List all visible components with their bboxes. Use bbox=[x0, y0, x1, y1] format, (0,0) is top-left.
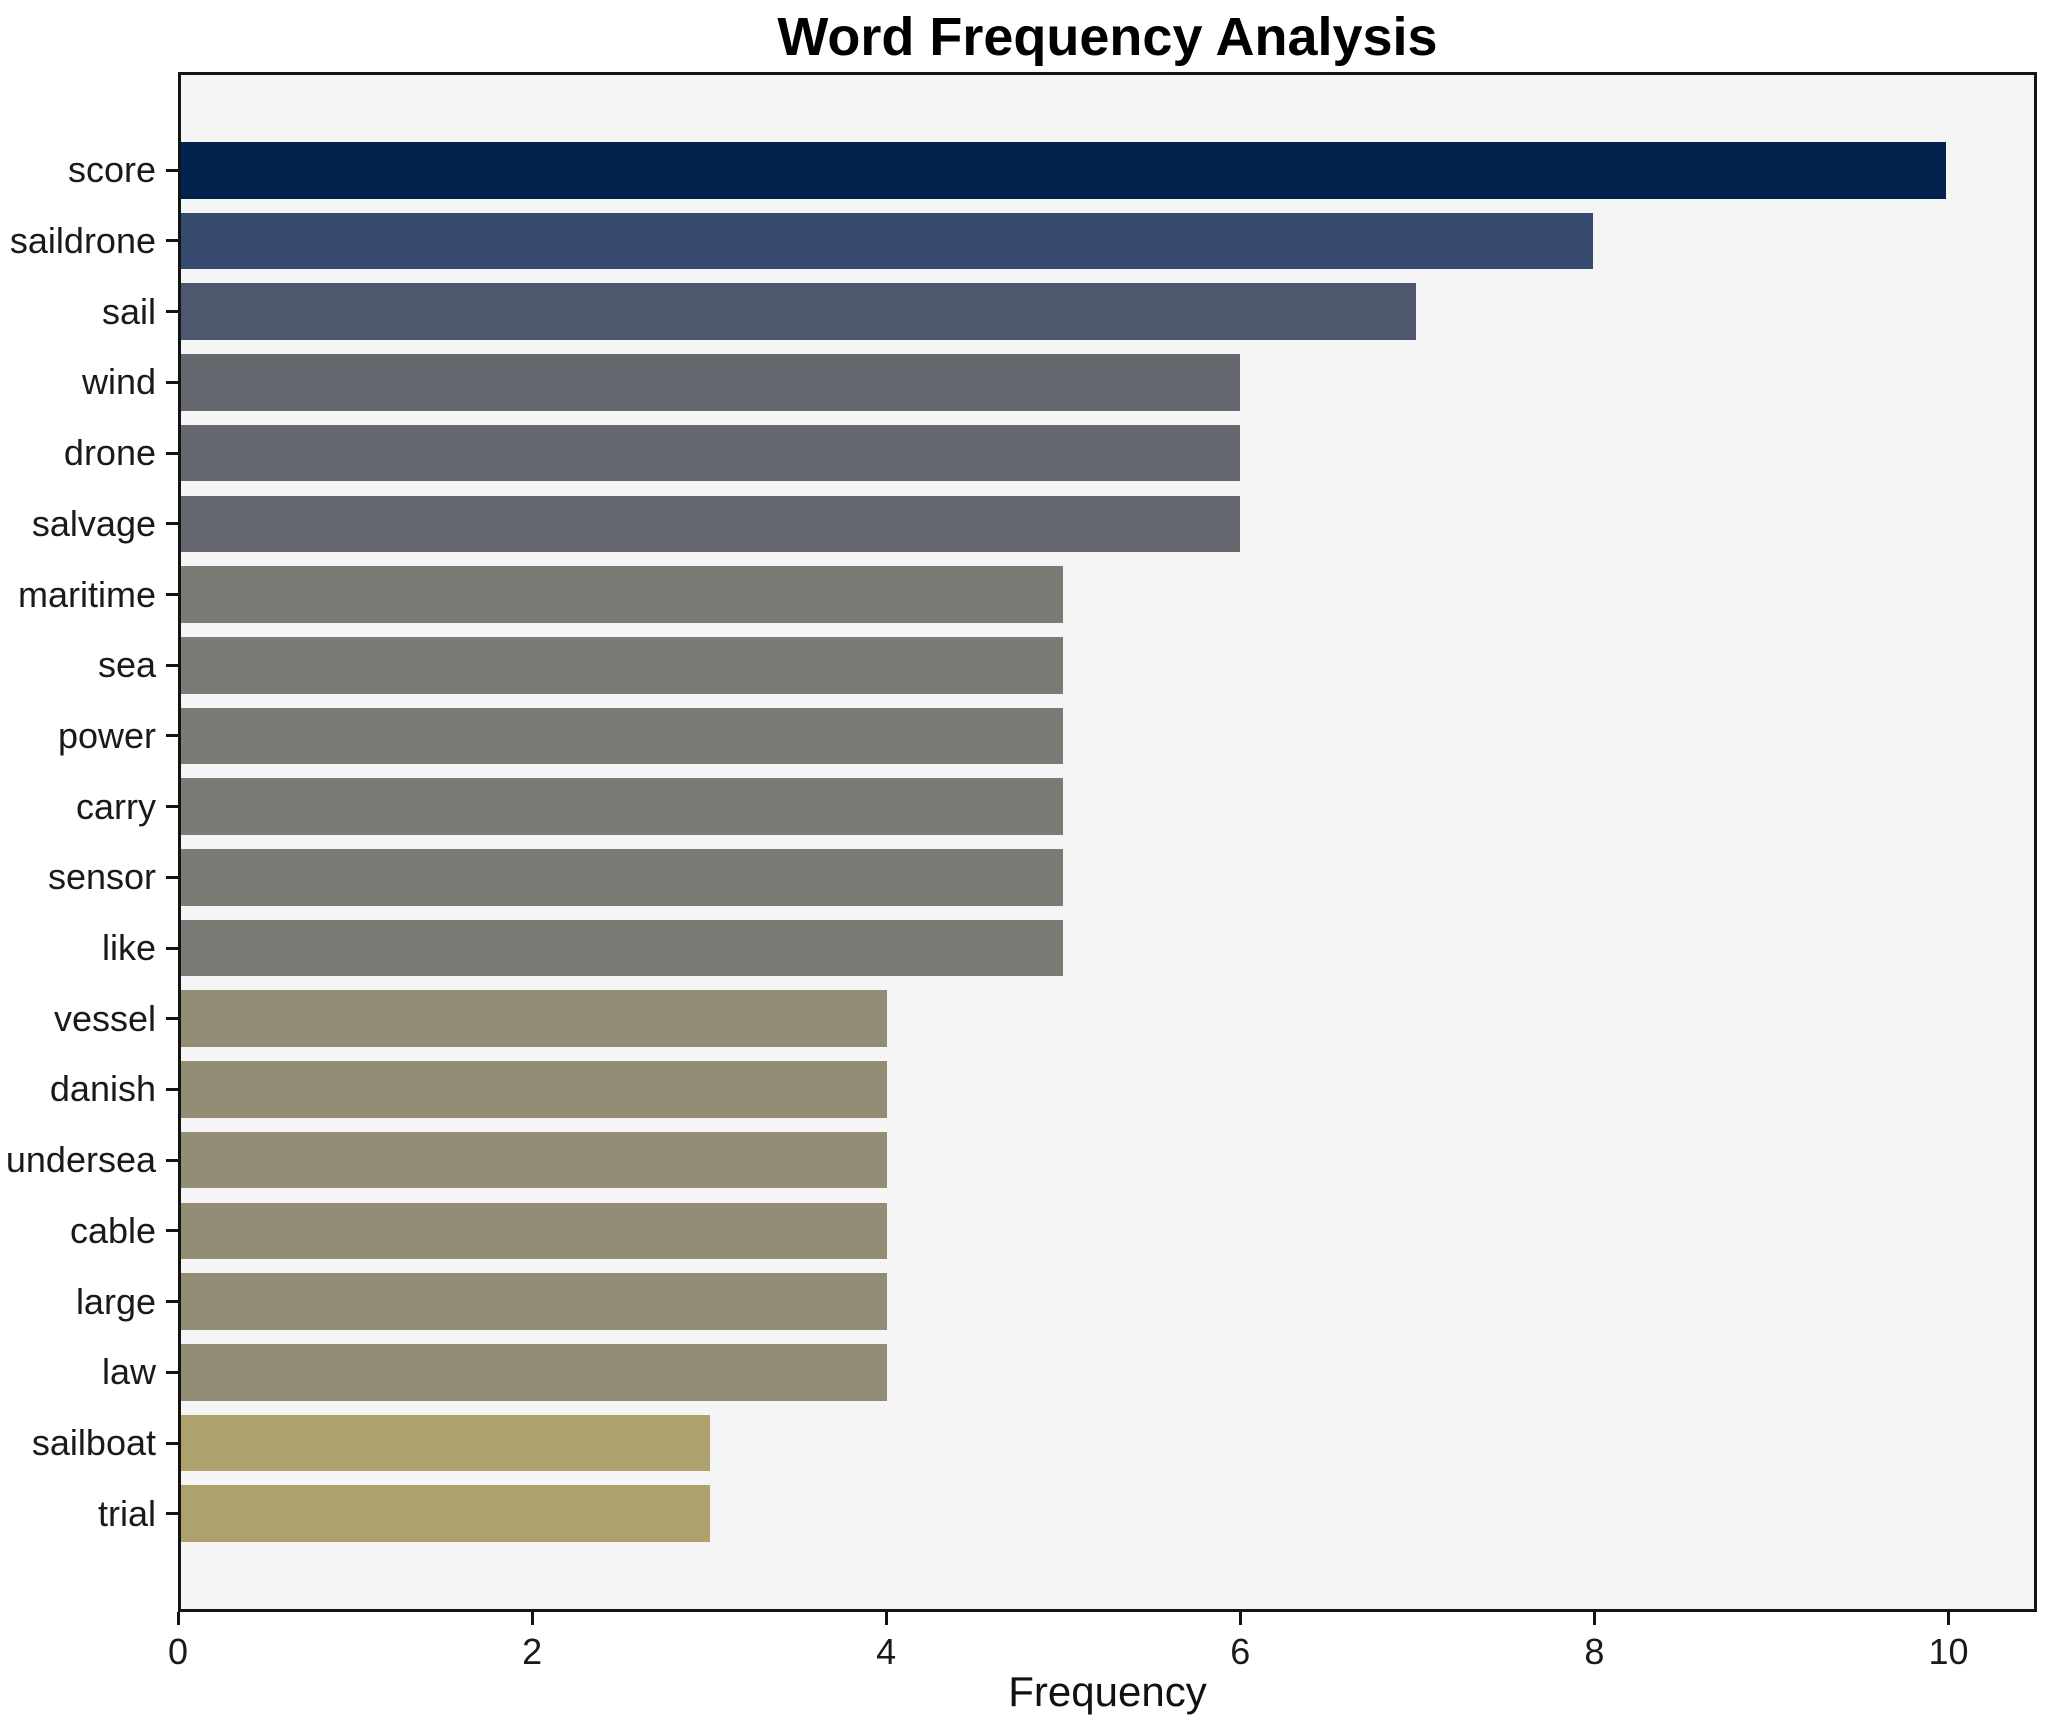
bar-danish bbox=[181, 1061, 887, 1118]
y-tick-label-drone: drone bbox=[63, 432, 156, 474]
chart-title: Word Frequency Analysis bbox=[777, 7, 1438, 67]
bar-undersea bbox=[181, 1131, 887, 1189]
y-tick-mark bbox=[166, 1512, 178, 1516]
y-tick-mark bbox=[166, 168, 178, 172]
y-tick-label-carry: carry bbox=[76, 785, 156, 827]
y-tick-mark bbox=[166, 734, 178, 738]
y-tick-label-power: power bbox=[57, 714, 156, 756]
x-tick-label-4: 4 bbox=[876, 1631, 897, 1672]
y-tick-label-sea: sea bbox=[97, 644, 156, 686]
y-tick-label-saildrone: saildrone bbox=[9, 219, 156, 261]
y-tick-mark bbox=[166, 1441, 178, 1445]
y-tick-mark bbox=[166, 239, 178, 243]
bar-sailboat bbox=[181, 1414, 711, 1472]
x-tick-label-8: 8 bbox=[1584, 1631, 1605, 1672]
y-tick-label-salvage: salvage bbox=[31, 502, 156, 544]
y-tick-mark bbox=[166, 663, 178, 667]
x-tick-mark bbox=[884, 1612, 888, 1625]
x-tick-mark bbox=[530, 1612, 534, 1625]
y-tick-mark bbox=[166, 522, 178, 526]
bar-salvage bbox=[181, 495, 1240, 553]
x-axis-label: Frequency bbox=[1008, 1668, 1207, 1715]
x-tick-mark bbox=[1592, 1612, 1596, 1625]
x-tick-mark bbox=[1238, 1612, 1242, 1625]
y-tick-mark bbox=[166, 1370, 178, 1374]
bar-trial bbox=[181, 1485, 711, 1542]
bar-score bbox=[181, 142, 1946, 199]
y-tick-label-maritime: maritime bbox=[17, 573, 156, 615]
x-tick-label-10: 10 bbox=[1928, 1631, 1969, 1672]
bar-wind bbox=[181, 354, 1240, 411]
bar-saildrone bbox=[181, 212, 1593, 270]
y-axis-labels: score saildrone sail wind drone salvage mariti… bbox=[0, 72, 156, 1612]
x-tick-mark bbox=[176, 1612, 180, 1625]
y-tick-label-danish: danish bbox=[49, 1068, 156, 1110]
bar-sensor bbox=[181, 849, 1064, 906]
y-tick-label-large: large bbox=[75, 1280, 156, 1322]
bar-like bbox=[181, 919, 1064, 977]
bar-maritime bbox=[181, 566, 1064, 623]
y-tick-label-sail: sail bbox=[101, 290, 156, 332]
y-tick-mark bbox=[166, 593, 178, 597]
y-tick-label-sensor: sensor bbox=[47, 856, 156, 898]
bar-sail bbox=[181, 283, 1417, 340]
y-tick-label-like: like bbox=[101, 927, 156, 969]
bar-large bbox=[181, 1273, 887, 1330]
y-tick-mark bbox=[166, 805, 178, 809]
x-tick-label-0: 0 bbox=[167, 1631, 189, 1672]
y-tick-mark bbox=[166, 946, 178, 950]
bar-carry bbox=[181, 778, 1064, 835]
plot-area bbox=[178, 72, 2037, 1612]
bar-sea bbox=[181, 636, 1064, 694]
y-tick-mark bbox=[166, 310, 178, 314]
y-tick-label-score: score bbox=[67, 149, 156, 191]
y-tick-label-vessel: vessel bbox=[53, 997, 156, 1039]
y-tick-mark bbox=[166, 380, 178, 384]
y-tick-label-wind: wind bbox=[81, 361, 156, 403]
y-tick-mark bbox=[166, 1017, 178, 1021]
y-tick-label-law: law bbox=[101, 1351, 156, 1393]
x-tick-mark bbox=[1946, 1612, 1950, 1625]
x-tick-label-2: 2 bbox=[522, 1631, 543, 1672]
y-tick-mark bbox=[166, 1300, 178, 1304]
y-tick-mark bbox=[166, 451, 178, 455]
y-tick-mark bbox=[166, 1087, 178, 1091]
bar-power bbox=[181, 707, 1064, 765]
y-tick-label-cable: cable bbox=[69, 1209, 156, 1251]
x-tick-label-6: 6 bbox=[1230, 1631, 1251, 1672]
y-tick-label-sailboat: sailboat bbox=[31, 1422, 156, 1463]
bar-vessel bbox=[181, 990, 887, 1048]
y-tick-mark bbox=[166, 1158, 178, 1162]
y-tick-mark bbox=[166, 875, 178, 879]
y-tick-label-undersea: undersea bbox=[5, 1139, 156, 1181]
y-tick-label-trial: trial bbox=[97, 1492, 156, 1534]
bar-law bbox=[181, 1344, 887, 1401]
bar-cable bbox=[181, 1202, 887, 1260]
bar-drone bbox=[181, 424, 1240, 482]
y-tick-mark bbox=[166, 1229, 178, 1233]
